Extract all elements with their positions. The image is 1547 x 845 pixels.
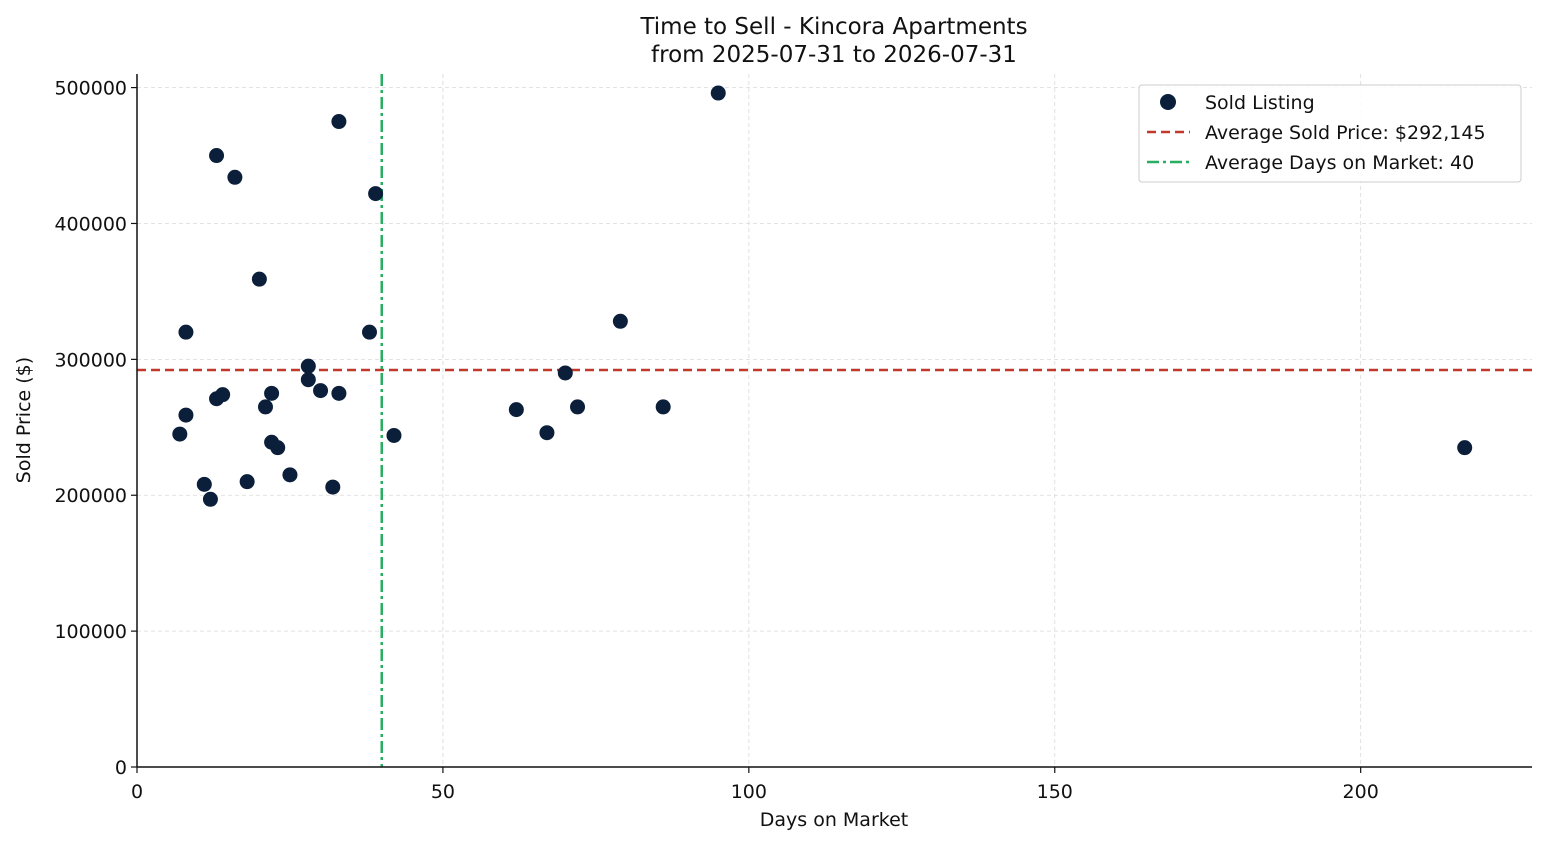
data-point [300,358,316,374]
y-tick-label: 300000 [54,349,127,371]
y-axis-label: Sold Price ($) [13,357,35,483]
data-point [178,324,194,340]
legend-label-sold-listing: Sold Listing [1205,92,1315,114]
data-point [655,399,671,415]
data-point [178,407,194,423]
data-point [300,372,316,388]
data-point [239,474,255,490]
x-axis-ticks: 0 50 100 150 200 [131,767,1379,803]
data-point [362,324,377,340]
x-tick-label: 50 [431,781,455,803]
x-axis-label: Days on Market [760,809,908,831]
data-point [227,169,243,185]
legend-label-average-price: Average Sold Price: $292,145 [1205,122,1486,144]
data-point [331,114,347,130]
data-point [539,425,555,441]
data-point [251,271,267,287]
legend-label-average-days: Average Days on Market: 40 [1205,152,1474,174]
data-point [209,148,225,164]
y-axis-ticks: 0 100000 200000 300000 400000 500000 [54,78,137,779]
data-point [612,313,628,329]
legend-box [1138,84,1522,183]
data-point [557,365,573,381]
data-point [570,399,586,415]
data-point [202,491,218,507]
axes [136,74,1532,768]
x-tick-label: 100 [731,781,767,803]
y-tick-label: 200000 [54,485,127,507]
y-tick-label: 400000 [54,213,127,235]
data-point [282,467,298,483]
legend: Sold Listing Average Sold Price: $292,14… [1138,84,1522,183]
data-point [215,387,231,403]
data-point [264,385,280,401]
y-tick-label: 0 [115,757,127,779]
x-tick-label: 150 [1037,781,1073,803]
data-point [325,479,341,495]
chart-title: Time to Sell - Kincora Apartments [639,14,1027,40]
y-tick-label: 100000 [54,621,127,643]
chart-subtitle: from 2025-07-31 to 2026-07-31 [651,42,1017,68]
data-point [172,426,188,442]
data-point [1457,440,1473,456]
grid [137,74,1532,767]
data-points [172,85,1473,507]
data-point [508,402,524,418]
data-point [386,427,402,443]
data-point [331,385,347,401]
x-tick-label: 200 [1343,781,1379,803]
data-point [313,383,329,399]
legend-marker-sold-listing [1160,94,1176,110]
data-point [710,85,726,101]
y-tick-label: 500000 [54,78,127,100]
data-point [196,476,212,492]
x-tick-label: 0 [131,781,143,803]
data-point [257,399,273,415]
data-point [368,186,384,202]
data-point [270,440,286,456]
